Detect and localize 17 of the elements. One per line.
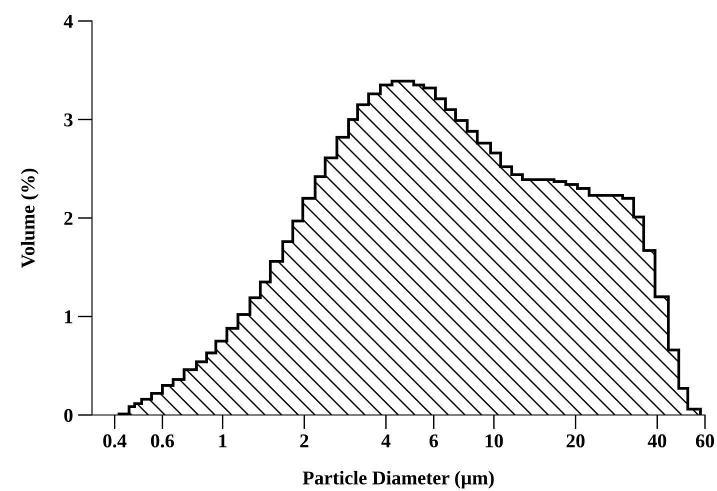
x-axis-title: Particle Diameter (µm) <box>302 470 494 488</box>
x-tick-label: 10 <box>486 434 503 448</box>
y-axis-title: Volume (%) <box>20 168 39 268</box>
x-tick-label: 2 <box>300 434 308 448</box>
x-tick-label: 0.6 <box>151 434 174 448</box>
y-tick-label: 1 <box>65 310 72 324</box>
x-tick-label: 1 <box>219 434 226 448</box>
y-tick-label: 0 <box>64 408 73 422</box>
x-tick-label: 0.4 <box>103 434 126 448</box>
x-tick-label: 6 <box>430 434 438 448</box>
y-tick-label: 4 <box>64 14 73 28</box>
x-tick-label: 60 <box>696 434 714 448</box>
y-tick-label: 2 <box>64 212 72 225</box>
x-tick-label: 40 <box>648 434 666 448</box>
x-tick-label: 4 <box>381 434 390 448</box>
y-tick-label: 3 <box>64 113 73 126</box>
x-tick-label: 20 <box>566 434 585 448</box>
